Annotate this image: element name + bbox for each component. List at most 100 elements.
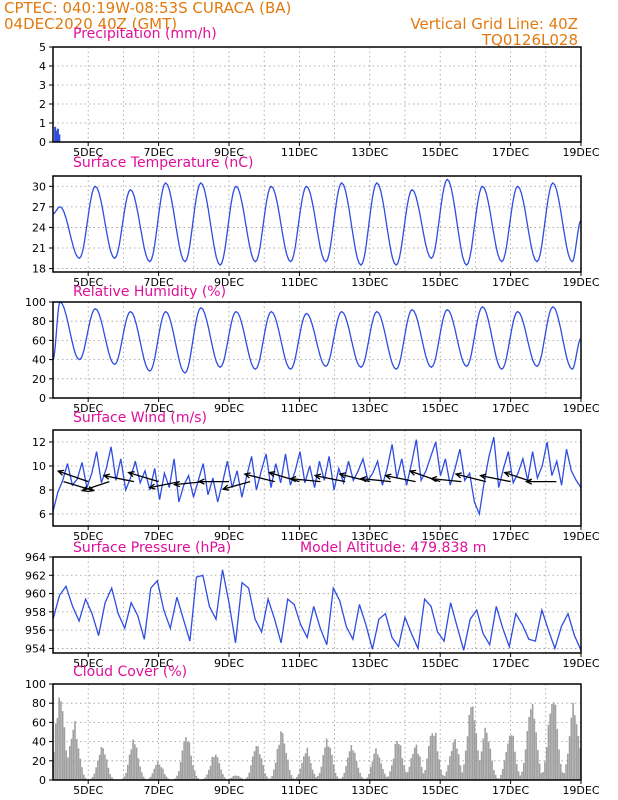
precip-bar bbox=[58, 134, 61, 142]
x-tick-label: 7DEC bbox=[144, 402, 174, 415]
cloud-bar bbox=[142, 776, 145, 780]
cloud-bar bbox=[186, 741, 189, 780]
cloud-bar bbox=[389, 771, 391, 780]
y-tick-label: 80 bbox=[32, 315, 46, 328]
panel-title: Relative Humidity (%) bbox=[73, 284, 226, 300]
cloud-bar bbox=[195, 775, 198, 780]
panel-temp-frame bbox=[52, 175, 582, 273]
cloud-bar bbox=[419, 756, 421, 780]
cloud-bar bbox=[507, 743, 509, 780]
cloud-bar bbox=[285, 752, 287, 780]
cloud-bar bbox=[190, 755, 192, 780]
y-tick-label: 21 bbox=[32, 242, 46, 255]
x-tick-label: 5DEC bbox=[73, 657, 103, 670]
panel-title: Cloud Cover (%) bbox=[73, 664, 187, 680]
x-tick-label: 5DEC bbox=[73, 784, 103, 797]
cloud-bar bbox=[526, 730, 529, 780]
cloud-bar bbox=[452, 742, 455, 780]
x-tick-label: 17DEC bbox=[492, 530, 529, 543]
cloud-bar bbox=[56, 717, 59, 780]
x-tick-label: 7DEC bbox=[144, 146, 174, 159]
wind-series bbox=[52, 437, 582, 517]
cloud-bar bbox=[65, 750, 67, 780]
cloud-bar bbox=[480, 751, 483, 780]
cloud-bar bbox=[403, 765, 405, 780]
cloud-bar bbox=[565, 764, 567, 780]
x-tick-label: 15DEC bbox=[422, 146, 459, 159]
cloud-bar bbox=[304, 753, 307, 780]
panel-title: Precipitation (mm/h) bbox=[73, 26, 217, 42]
cloud-bar bbox=[503, 760, 506, 780]
cloud-bar bbox=[464, 750, 467, 780]
y-tick-label: 20 bbox=[32, 373, 46, 386]
cloud-bar bbox=[303, 756, 305, 780]
header-grid-line: Vertical Grid Line: 40Z bbox=[410, 15, 578, 33]
cloud-bar bbox=[213, 757, 215, 780]
wind-vector bbox=[103, 474, 135, 483]
cloud-bar bbox=[355, 760, 358, 780]
cloud-bar bbox=[412, 753, 414, 780]
cloud-bar bbox=[95, 767, 97, 780]
cloud-bar bbox=[72, 729, 75, 780]
panel-title: Surface Wind (m/s) bbox=[73, 410, 207, 426]
cloud-bar bbox=[510, 735, 513, 780]
y-tick-label: 6 bbox=[39, 508, 46, 521]
cloud-bar bbox=[98, 754, 101, 780]
cloud-bar bbox=[91, 776, 94, 780]
cloud-bar bbox=[251, 756, 254, 780]
cloud-bar bbox=[519, 775, 522, 780]
cloud-bar bbox=[218, 763, 221, 780]
cloud-bar bbox=[149, 776, 152, 780]
x-tick-label: 11DEC bbox=[281, 146, 318, 159]
cloud-bar bbox=[310, 763, 312, 780]
cloud-bar bbox=[440, 769, 442, 780]
cloud-bar bbox=[387, 776, 390, 780]
x-tick-label: 7DEC bbox=[144, 530, 174, 543]
cloud-bar bbox=[457, 754, 460, 780]
wind-vector bbox=[360, 477, 391, 483]
x-tick-label: 13DEC bbox=[351, 402, 388, 415]
wind-vector-head bbox=[148, 483, 156, 490]
rh-series bbox=[52, 301, 582, 374]
cloud-bar bbox=[572, 702, 574, 780]
wind-vector-head bbox=[267, 471, 276, 478]
wind-vector bbox=[455, 473, 487, 483]
wind-vector bbox=[385, 474, 416, 483]
y-tick-label: 100 bbox=[25, 678, 46, 691]
x-tick-label: 9DEC bbox=[214, 530, 244, 543]
x-tick-label: 9DEC bbox=[214, 784, 244, 797]
cloud-bar bbox=[299, 768, 302, 780]
cloud-bar bbox=[308, 756, 310, 780]
panel-temp-grid bbox=[52, 176, 582, 272]
wind-vector-head bbox=[503, 471, 511, 478]
cloud-bar bbox=[429, 735, 432, 780]
wind-vector bbox=[222, 480, 251, 490]
cloud-bar bbox=[109, 774, 111, 780]
cloud-bar bbox=[236, 775, 238, 780]
cloud-bar bbox=[320, 766, 323, 780]
cloud-bar bbox=[380, 763, 383, 780]
cloud-bar bbox=[378, 757, 381, 780]
cloud-bar bbox=[162, 768, 164, 780]
cloud-bar bbox=[264, 773, 266, 780]
cloud-bar bbox=[100, 747, 103, 780]
cloud-bar bbox=[521, 771, 523, 780]
cloud-bar bbox=[295, 776, 298, 780]
cloud-bar bbox=[366, 777, 368, 780]
cloud-bar bbox=[297, 774, 300, 780]
cloud-bar bbox=[549, 713, 551, 780]
panel-wind: 6 8 10 12 5DEC 7DEC 9DEC 11DEC 13DEC 15DEC 17DEC 19… bbox=[32, 410, 600, 543]
cloud-bar bbox=[551, 704, 553, 780]
cloud-bar bbox=[332, 764, 335, 780]
wind-vector-head bbox=[338, 472, 346, 479]
wind-vector bbox=[409, 470, 441, 483]
cloud-bar bbox=[248, 772, 251, 780]
cloud-bar bbox=[391, 765, 393, 780]
header-station: CPTEC: 040:19W-08:53S CURACA (BA) bbox=[4, 0, 291, 17]
cloud-bar bbox=[178, 771, 180, 780]
panel-title: Surface Temperature (nC) bbox=[73, 155, 254, 171]
y-tick-label: 8 bbox=[39, 484, 46, 497]
cloud-bar bbox=[259, 754, 261, 780]
cloud-bar bbox=[222, 774, 224, 780]
cloud-bar bbox=[535, 732, 537, 780]
